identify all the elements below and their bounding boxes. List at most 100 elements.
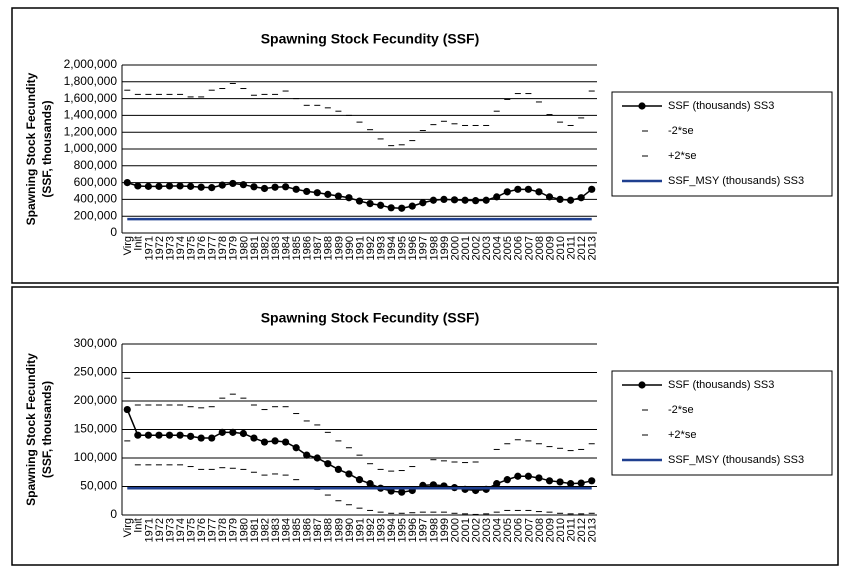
x-tick-label: 2009 [544,236,556,260]
y-tick-label: 0 [110,225,117,239]
x-tick-label: 1980 [238,518,250,542]
ssf-point [324,190,332,198]
ssf-point [271,183,279,191]
ssf-point [429,481,437,489]
ssf-point [176,431,184,439]
ssf-point [239,181,247,189]
ssf-point [366,480,374,488]
x-tick-label: 2006 [513,518,525,542]
x-tick-label: 1975 [186,518,198,542]
x-tick-label: 2010 [555,236,567,260]
ssf-point [345,470,353,478]
ssf-point [556,478,564,486]
y-tick-label: 50,000 [80,479,117,493]
x-tick-label: 1997 [418,518,430,542]
chart-panel: Spawning Stock Fecundity (SSF) Spawning S… [11,286,839,566]
ssf-point [176,182,184,190]
ssf-point [208,434,216,442]
x-tick-label: 1997 [418,236,430,260]
x-tick-label: 1972 [154,518,166,542]
ssf-point [366,200,374,208]
x-tick-label: 1981 [249,236,261,260]
y-axis-label: (SSF, thousands) [40,381,54,478]
ssf-point [535,188,543,196]
x-tick-label: 1976 [196,236,208,260]
y-tick-label: 100,000 [74,450,118,464]
ssf-point [155,431,163,439]
ssf-point [535,474,543,482]
x-tick-label: 1994 [386,236,398,260]
x-tick-label: 1985 [291,518,303,542]
x-tick-label: 2006 [513,236,525,260]
x-tick-label: 1993 [376,236,388,260]
y-axis-label: (SSF, thousands) [40,100,54,197]
ssf-point [398,488,406,496]
ssf-point [545,477,554,485]
x-tick-label: 2012 [576,518,588,542]
x-tick-label: 1979 [228,518,240,542]
ssf-point [524,472,532,480]
x-tick-label: 2000 [449,518,461,542]
x-tick-label: 1986 [302,236,314,260]
ssf-point [271,437,279,445]
x-tick-label: 1989 [333,518,345,542]
panel-border [11,286,839,566]
x-tick-label: Virg [122,518,134,537]
y-tick-label: 2,000,000 [64,57,118,71]
ssf-point [355,197,364,205]
x-tick-label: 2001 [460,518,472,542]
x-tick-label: 1993 [376,518,388,542]
ssf-point [155,182,163,190]
ssf-point [134,431,142,439]
ssf-point [239,429,247,438]
ssf-point [292,444,300,452]
ssf-point [514,472,522,480]
ssf-point [197,183,205,191]
ssf-point [334,192,342,200]
ssf-point [218,428,226,436]
x-tick-label: 2010 [555,518,567,542]
ssf-point [345,194,353,202]
legend-marker [638,102,646,110]
x-tick-label: 2008 [534,236,546,260]
y-tick-label: 150,000 [74,422,118,436]
ssf-point [493,480,501,488]
ssf-point [165,431,174,439]
x-tick-label: 1996 [407,236,419,260]
x-tick-label: 2012 [576,236,588,260]
ssf-point [229,179,237,188]
legend-label: SSF_MSY (thousands) SS3 [668,454,804,466]
ssf-point [398,204,406,212]
ssf-point [408,202,416,210]
legend-label: +2*se [668,429,696,441]
x-tick-label: 1987 [312,236,324,260]
x-tick-label: 2000 [449,236,461,260]
x-tick-label: 1985 [291,236,303,260]
x-tick-label: 2005 [502,518,514,542]
ssf-point [387,204,395,212]
x-tick-label: 1990 [344,236,356,260]
ssf-point [588,477,596,485]
y-axis-label: Spawning Stock Fecundity [24,72,38,225]
x-tick-label: 1983 [270,236,282,260]
x-tick-label: 2002 [471,518,483,542]
ssf-point [229,428,237,436]
x-tick-label: 1979 [228,236,240,260]
ssf-point [577,479,585,487]
x-tick-label: 2008 [534,518,546,542]
ssf-point [208,184,216,192]
legend-label: SSF (thousands) SS3 [668,379,774,391]
ssf-point [250,434,258,442]
ssf-point [472,197,480,205]
ssf-point [482,196,490,204]
x-tick-label: 1991 [354,518,366,542]
ssf-point [282,438,290,446]
x-tick-label: 1973 [164,236,176,260]
ssf-point [577,194,585,202]
x-tick-label: 1999 [439,236,451,260]
x-tick-label: 2001 [460,236,472,260]
legend-label: SSF_MSY (thousands) SS3 [668,175,804,187]
ssf-point [187,182,195,190]
ssf-point [324,460,332,468]
